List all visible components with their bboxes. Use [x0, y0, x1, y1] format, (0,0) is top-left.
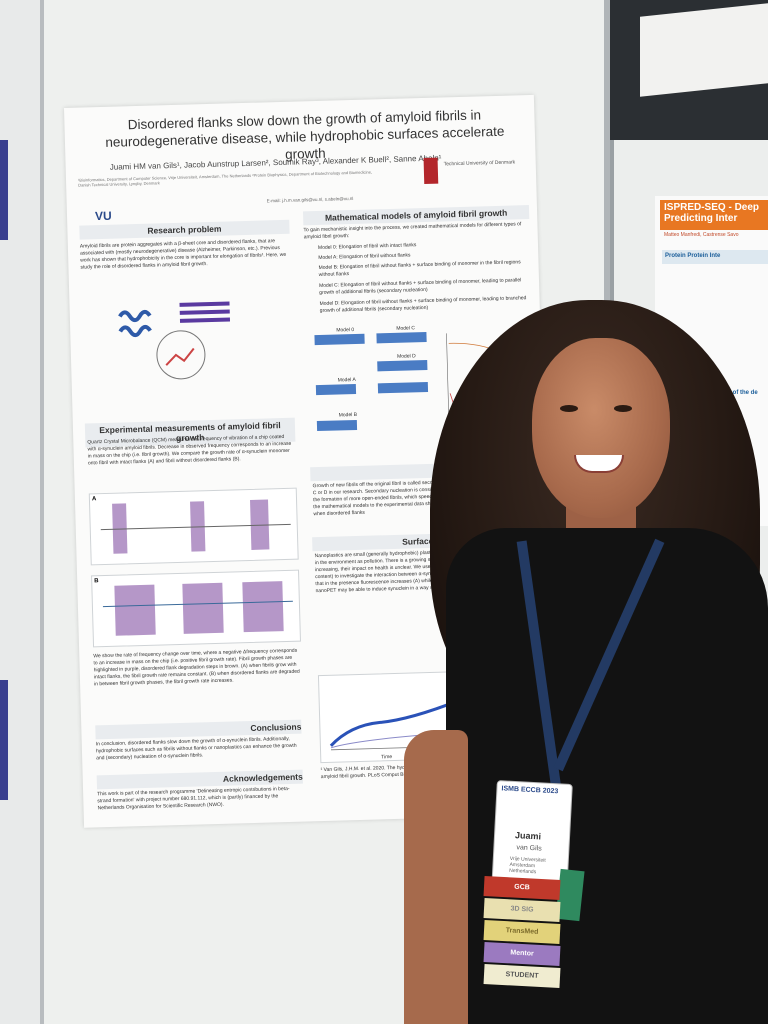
badge-event: ISMB ECCB 2023	[501, 785, 559, 796]
protein-structure-figure	[118, 301, 231, 380]
ceiling-light	[640, 3, 768, 97]
badge-ribbon: GCB	[483, 876, 561, 900]
panel-label: A	[91, 496, 97, 503]
dtu-logo	[423, 157, 439, 184]
research-problem-text: Amyloid fibrils are protein aggregates w…	[79, 238, 287, 271]
fibril-growth-phase	[114, 584, 156, 636]
model-illustrations: Model 0 Model C Model A Model D Model B	[314, 325, 530, 434]
model-label: Model D	[397, 353, 416, 360]
model-label: Model A	[338, 377, 357, 384]
panel-label: B	[94, 578, 99, 585]
neighbor-poster-authors: Matteo Manfredi, Castrense Savo	[664, 232, 739, 238]
fibril-growth-phase	[242, 581, 284, 633]
dtu-logo-text: Technical University of Denmark	[443, 159, 516, 168]
badge-ribbon: 3D SIG	[483, 898, 561, 922]
person-arm	[404, 730, 468, 1024]
left-board-stripe	[0, 680, 8, 800]
badge-organization: Vrije Universiteit Amsterdam Netherlands	[509, 855, 546, 876]
person-eye	[614, 405, 632, 412]
neighbor-poster-title: ISPRED-SEQ - Deep Predicting Inter	[660, 200, 768, 230]
vu-logo: VU	[94, 208, 112, 224]
experimental-text: Quartz Crystal Microbalance (QCM) measur…	[87, 433, 292, 467]
model-label: Model 0	[336, 327, 354, 334]
acknowledgements-text: This work is part of the research progra…	[97, 785, 290, 812]
poster-affiliations: ¹Bioinformatics, Department of Computer …	[77, 169, 373, 188]
neighbor-poster-section: Protein Protein Inte	[662, 250, 768, 264]
conclusions-text: In conclusion, disordered flanks slow do…	[95, 735, 297, 762]
person-black-top	[446, 528, 768, 1024]
badge-ribbon: TransMed	[483, 920, 561, 944]
model-label: Model C	[396, 325, 415, 332]
badge-surname: van Gils	[516, 844, 542, 853]
badge-first-name: Juami	[514, 830, 542, 842]
model-d-text: Model D: Elongation of fibril without fl…	[319, 295, 527, 314]
model-label: Model B	[339, 412, 358, 419]
qcm-chart-b: B	[91, 569, 301, 648]
badge-ribbon: Mentor	[483, 942, 561, 966]
person-eye	[560, 405, 578, 412]
badge-ribbon: STUDENT	[483, 964, 561, 988]
qcm-chart-a: A	[88, 487, 299, 566]
left-board-stripe	[0, 140, 8, 240]
person-face	[532, 338, 670, 518]
poster-email: E-mail: j.h.m.van.gils@vu.nl, s.abeln@vu…	[266, 195, 354, 204]
model-b-text: Model B: Elongation of fibril without fl…	[318, 259, 521, 278]
model-c-text: Model C: Elongation of fibril without fl…	[318, 277, 522, 296]
chart-axis-label: Time	[381, 754, 392, 760]
results-text: We show the rate of frequency change ove…	[93, 647, 300, 688]
fibril-growth-phase	[182, 582, 224, 634]
